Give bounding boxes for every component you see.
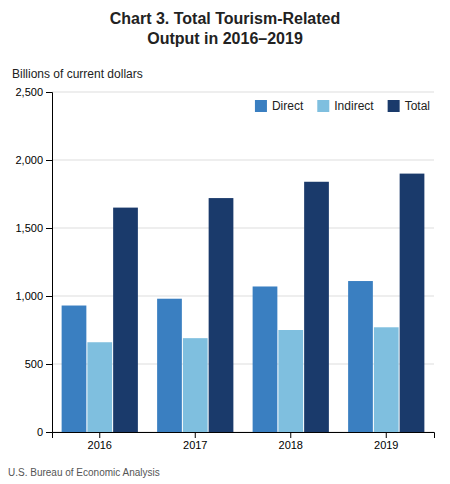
x-tick-mark [290, 432, 291, 438]
legend-item: Total [388, 99, 430, 113]
title: Chart 3. Total Tourism-RelatedOutput in … [110, 10, 341, 47]
y-tick-mark [46, 364, 52, 365]
x-tick-label: 2019 [374, 439, 398, 451]
grid-line [52, 296, 434, 297]
x-tick-mark [386, 432, 387, 438]
legend-label: Direct [272, 99, 304, 113]
grid-line [52, 228, 434, 229]
x-tick-mark [99, 432, 100, 438]
x-tick-label: 2017 [183, 439, 207, 451]
legend-swatch [317, 100, 329, 112]
x-tick-label: 2018 [279, 439, 303, 451]
legend-swatch [388, 100, 400, 112]
bar [253, 286, 278, 432]
y-tick: 1,500 [15, 222, 52, 234]
legend-item: Direct [255, 99, 304, 113]
bar [113, 208, 138, 432]
y-axis: 0 500 1,000 1,500 2,000 2,500 [15, 86, 52, 438]
y-tick-mark [46, 228, 52, 229]
y-tick-label: 2,500 [15, 86, 43, 98]
y-tick-label: 2,000 [15, 154, 43, 166]
bar [374, 327, 399, 432]
x-tick: 2018 [279, 432, 303, 451]
y-tick: 500 [25, 358, 52, 370]
x-tick: 2019 [374, 432, 398, 451]
bars [62, 174, 425, 432]
y-tick-label: 1,500 [15, 222, 43, 234]
bar [348, 281, 373, 432]
grid-line [52, 92, 434, 93]
bar-series [113, 174, 424, 432]
y-tick: 2,000 [15, 154, 52, 166]
x-axis-line [53, 433, 435, 439]
chart: Chart 3. Total Tourism-RelatedOutput in … [0, 0, 450, 484]
bar [278, 330, 303, 432]
y-tick-mark [46, 92, 52, 93]
bar [87, 342, 112, 432]
grid [52, 92, 434, 432]
y-tick-label: 1,000 [15, 290, 43, 302]
bar [62, 306, 87, 432]
bar [209, 198, 234, 432]
bar [304, 182, 329, 432]
bar [183, 338, 208, 432]
y-tick-mark [46, 432, 52, 433]
bar [400, 174, 425, 432]
x-tick: 2016 [88, 432, 112, 451]
y-tick-label: 0 [37, 426, 43, 438]
x-tick-label: 2016 [88, 439, 112, 451]
y-tick-mark [46, 296, 52, 297]
x-tick: 2017 [183, 432, 207, 451]
y-tick: 1,000 [15, 290, 52, 302]
footnote: U.S. Bureau of Economic Analysis [8, 467, 160, 478]
x-axis: 2016 2017 2018 2019 [53, 432, 435, 451]
y-tick-mark [46, 160, 52, 161]
legend: Direct Indirect Total [255, 99, 430, 113]
x-tick-mark [195, 432, 196, 438]
y-tick: 2,500 [15, 86, 52, 98]
y-axis-line [46, 93, 53, 433]
legend-label: Indirect [334, 99, 374, 113]
plot: 0 500 1,000 1,500 2,000 2,500 2016 2017 2018 2019 [15, 86, 434, 451]
legend-item: Indirect [317, 99, 374, 113]
legend-label: Total [405, 99, 430, 113]
grid-line [52, 160, 434, 161]
y-axis-label: Billions of current dollars [12, 67, 143, 81]
y-tick-label: 500 [25, 358, 43, 370]
legend-swatch [255, 100, 267, 112]
y-tick: 0 [37, 426, 52, 438]
bar [157, 299, 182, 432]
